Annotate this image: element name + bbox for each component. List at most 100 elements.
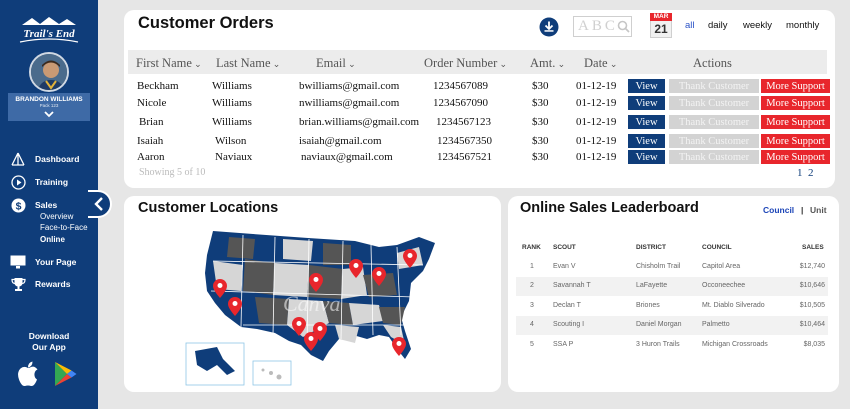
cell-council: Capitol Area	[702, 263, 741, 270]
sort-icon: ⌄	[607, 59, 618, 69]
column-district: DISTRICT	[636, 244, 666, 251]
filter-weekly[interactable]: weekly	[743, 20, 773, 31]
column-date[interactable]: Date ⌄	[584, 56, 617, 71]
cell-first-name: Isaiah	[137, 135, 164, 147]
chevron-down-icon[interactable]	[44, 109, 54, 119]
view-button[interactable]: View	[628, 134, 665, 148]
column-order-number[interactable]: Order Number ⌄	[424, 56, 507, 71]
more-support-button[interactable]: More Support	[761, 150, 830, 164]
download-line2: Our App	[32, 342, 66, 352]
google-play-icon[interactable]	[52, 360, 78, 388]
view-button[interactable]: View	[628, 96, 665, 110]
leaderboard-row[interactable]: 4 Scouting I Daniel Morgan Palmetto $10,…	[516, 316, 828, 335]
more-support-button[interactable]: More Support	[761, 79, 830, 93]
more-support-button[interactable]: More Support	[761, 134, 830, 148]
search-box[interactable]: ABC	[573, 16, 632, 37]
cell-scout: Declan T	[553, 302, 581, 309]
nav-sub-overview[interactable]: Overview	[40, 212, 74, 221]
apple-icon[interactable]	[15, 360, 41, 388]
column-council: COUNCIL	[702, 244, 732, 251]
search-icon[interactable]	[617, 20, 630, 33]
nav-rewards[interactable]: Rewards	[10, 276, 70, 292]
cell-date: 01-12-19	[576, 80, 617, 92]
filter-daily[interactable]: daily	[708, 20, 728, 31]
column-last-name[interactable]: Last Name ⌄	[216, 56, 280, 71]
sort-icon: ⌄	[191, 59, 202, 69]
cell-sales: $8,035	[803, 341, 825, 348]
nav-label: Sales	[35, 200, 58, 210]
more-support-button[interactable]: More Support	[761, 115, 830, 129]
thank-customer-button[interactable]: Thank Customer	[669, 115, 759, 129]
column-amt[interactable]: Amt. ⌄	[530, 56, 565, 71]
thank-customer-button[interactable]: Thank Customer	[669, 134, 759, 148]
search-input[interactable]: ABC	[578, 18, 618, 34]
view-button[interactable]: View	[628, 150, 665, 164]
toggle-council[interactable]: Council	[763, 205, 795, 215]
sort-icon: ⌄	[270, 59, 281, 69]
alaska-inset	[195, 347, 235, 375]
nav-training[interactable]: Training	[10, 174, 68, 190]
column-rank: RANK	[522, 244, 541, 251]
trophy-icon	[10, 276, 26, 292]
calendar-icon[interactable]: MAR 21	[650, 13, 672, 38]
cell-district: 3 Huron Trails	[636, 341, 680, 348]
thank-customer-button[interactable]: Thank Customer	[669, 96, 759, 110]
nav-dashboard[interactable]: Dashboard	[10, 151, 79, 167]
map-pin-icon	[372, 267, 386, 286]
page-2-link[interactable]: 2	[808, 167, 814, 179]
download-line1: Download	[28, 331, 70, 341]
cell-sales: $10,505	[799, 302, 825, 309]
trails-end-logo[interactable]: Trail's End	[14, 16, 84, 46]
cell-date: 01-12-19	[576, 116, 617, 128]
filter-monthly[interactable]: monthly	[786, 20, 820, 31]
cell-order-number: 1234567521	[437, 151, 492, 163]
thank-customer-button[interactable]: Thank Customer	[669, 79, 759, 93]
cell-rank: 1	[530, 263, 534, 270]
cell-order-number: 1234567350	[437, 135, 492, 147]
cell-first-name: Nicole	[137, 97, 167, 109]
cell-sales: $12,740	[799, 263, 825, 270]
sort-icon: ⌄	[555, 59, 566, 69]
map-pins	[213, 249, 417, 356]
nav-sub-face-to-face[interactable]: Face-to-Face	[40, 223, 88, 232]
cell-email: naviaux@gmail.com	[301, 151, 393, 163]
column-first-name[interactable]: First Name ⌄	[136, 56, 202, 71]
column-label: Amt.	[530, 56, 556, 70]
cell-last-name: Williams	[212, 116, 252, 128]
column-scout: SCOUT	[553, 244, 576, 251]
cell-last-name: Wilson	[215, 135, 247, 147]
page-1-link[interactable]: 1	[797, 167, 803, 179]
canva-watermark: Canva	[283, 291, 340, 316]
cell-council: Palmetto	[702, 321, 730, 328]
more-support-button[interactable]: More Support	[761, 96, 830, 110]
column-label: Last Name	[216, 56, 271, 70]
filter-all[interactable]: all	[685, 20, 695, 31]
collapse-sidebar-button[interactable]	[88, 190, 112, 218]
showing-count: Showing 5 of 10	[139, 167, 206, 178]
map-pin-icon	[403, 249, 417, 268]
cell-rank: 4	[530, 321, 534, 328]
view-button[interactable]: View	[628, 79, 665, 93]
cell-rank: 2	[530, 282, 534, 289]
leaderboard-row[interactable]: 1 Evan V Chisholm Trail Capitol Area $12…	[516, 258, 828, 277]
leaderboard-row[interactable]: 3 Declan T Briones Mt. Diablo Silverado …	[516, 297, 828, 316]
download-icon[interactable]	[539, 17, 559, 37]
view-button[interactable]: View	[628, 115, 665, 129]
cell-district: LaFayette	[636, 282, 668, 289]
map-pin-icon	[392, 337, 406, 356]
thank-customer-button[interactable]: Thank Customer	[669, 150, 759, 164]
cell-email: nwilliams@gmail.com	[299, 97, 400, 109]
cell-email: isaiah@gmail.com	[299, 135, 382, 147]
column-label: First Name	[136, 56, 192, 70]
nav-sales[interactable]: $ Sales	[10, 197, 57, 213]
toggle-unit[interactable]: Unit	[810, 205, 827, 215]
user-card[interactable]: BRANDON WILLIAMS Pack 123	[8, 93, 90, 121]
leaderboard-row[interactable]: 5 SSA P 3 Huron Trails Michigan Crossroa…	[516, 336, 828, 355]
cell-scout: Evan V	[553, 263, 576, 270]
nav-your-page[interactable]: Your Page	[10, 254, 76, 270]
nav-sub-online[interactable]: Online	[40, 235, 65, 244]
avatar[interactable]	[29, 52, 69, 92]
us-map[interactable]: Canva	[183, 225, 443, 390]
leaderboard-row[interactable]: 2 Savannah T LaFayette Occoneechee $10,6…	[516, 277, 828, 296]
column-email[interactable]: Email ⌄	[316, 56, 356, 71]
